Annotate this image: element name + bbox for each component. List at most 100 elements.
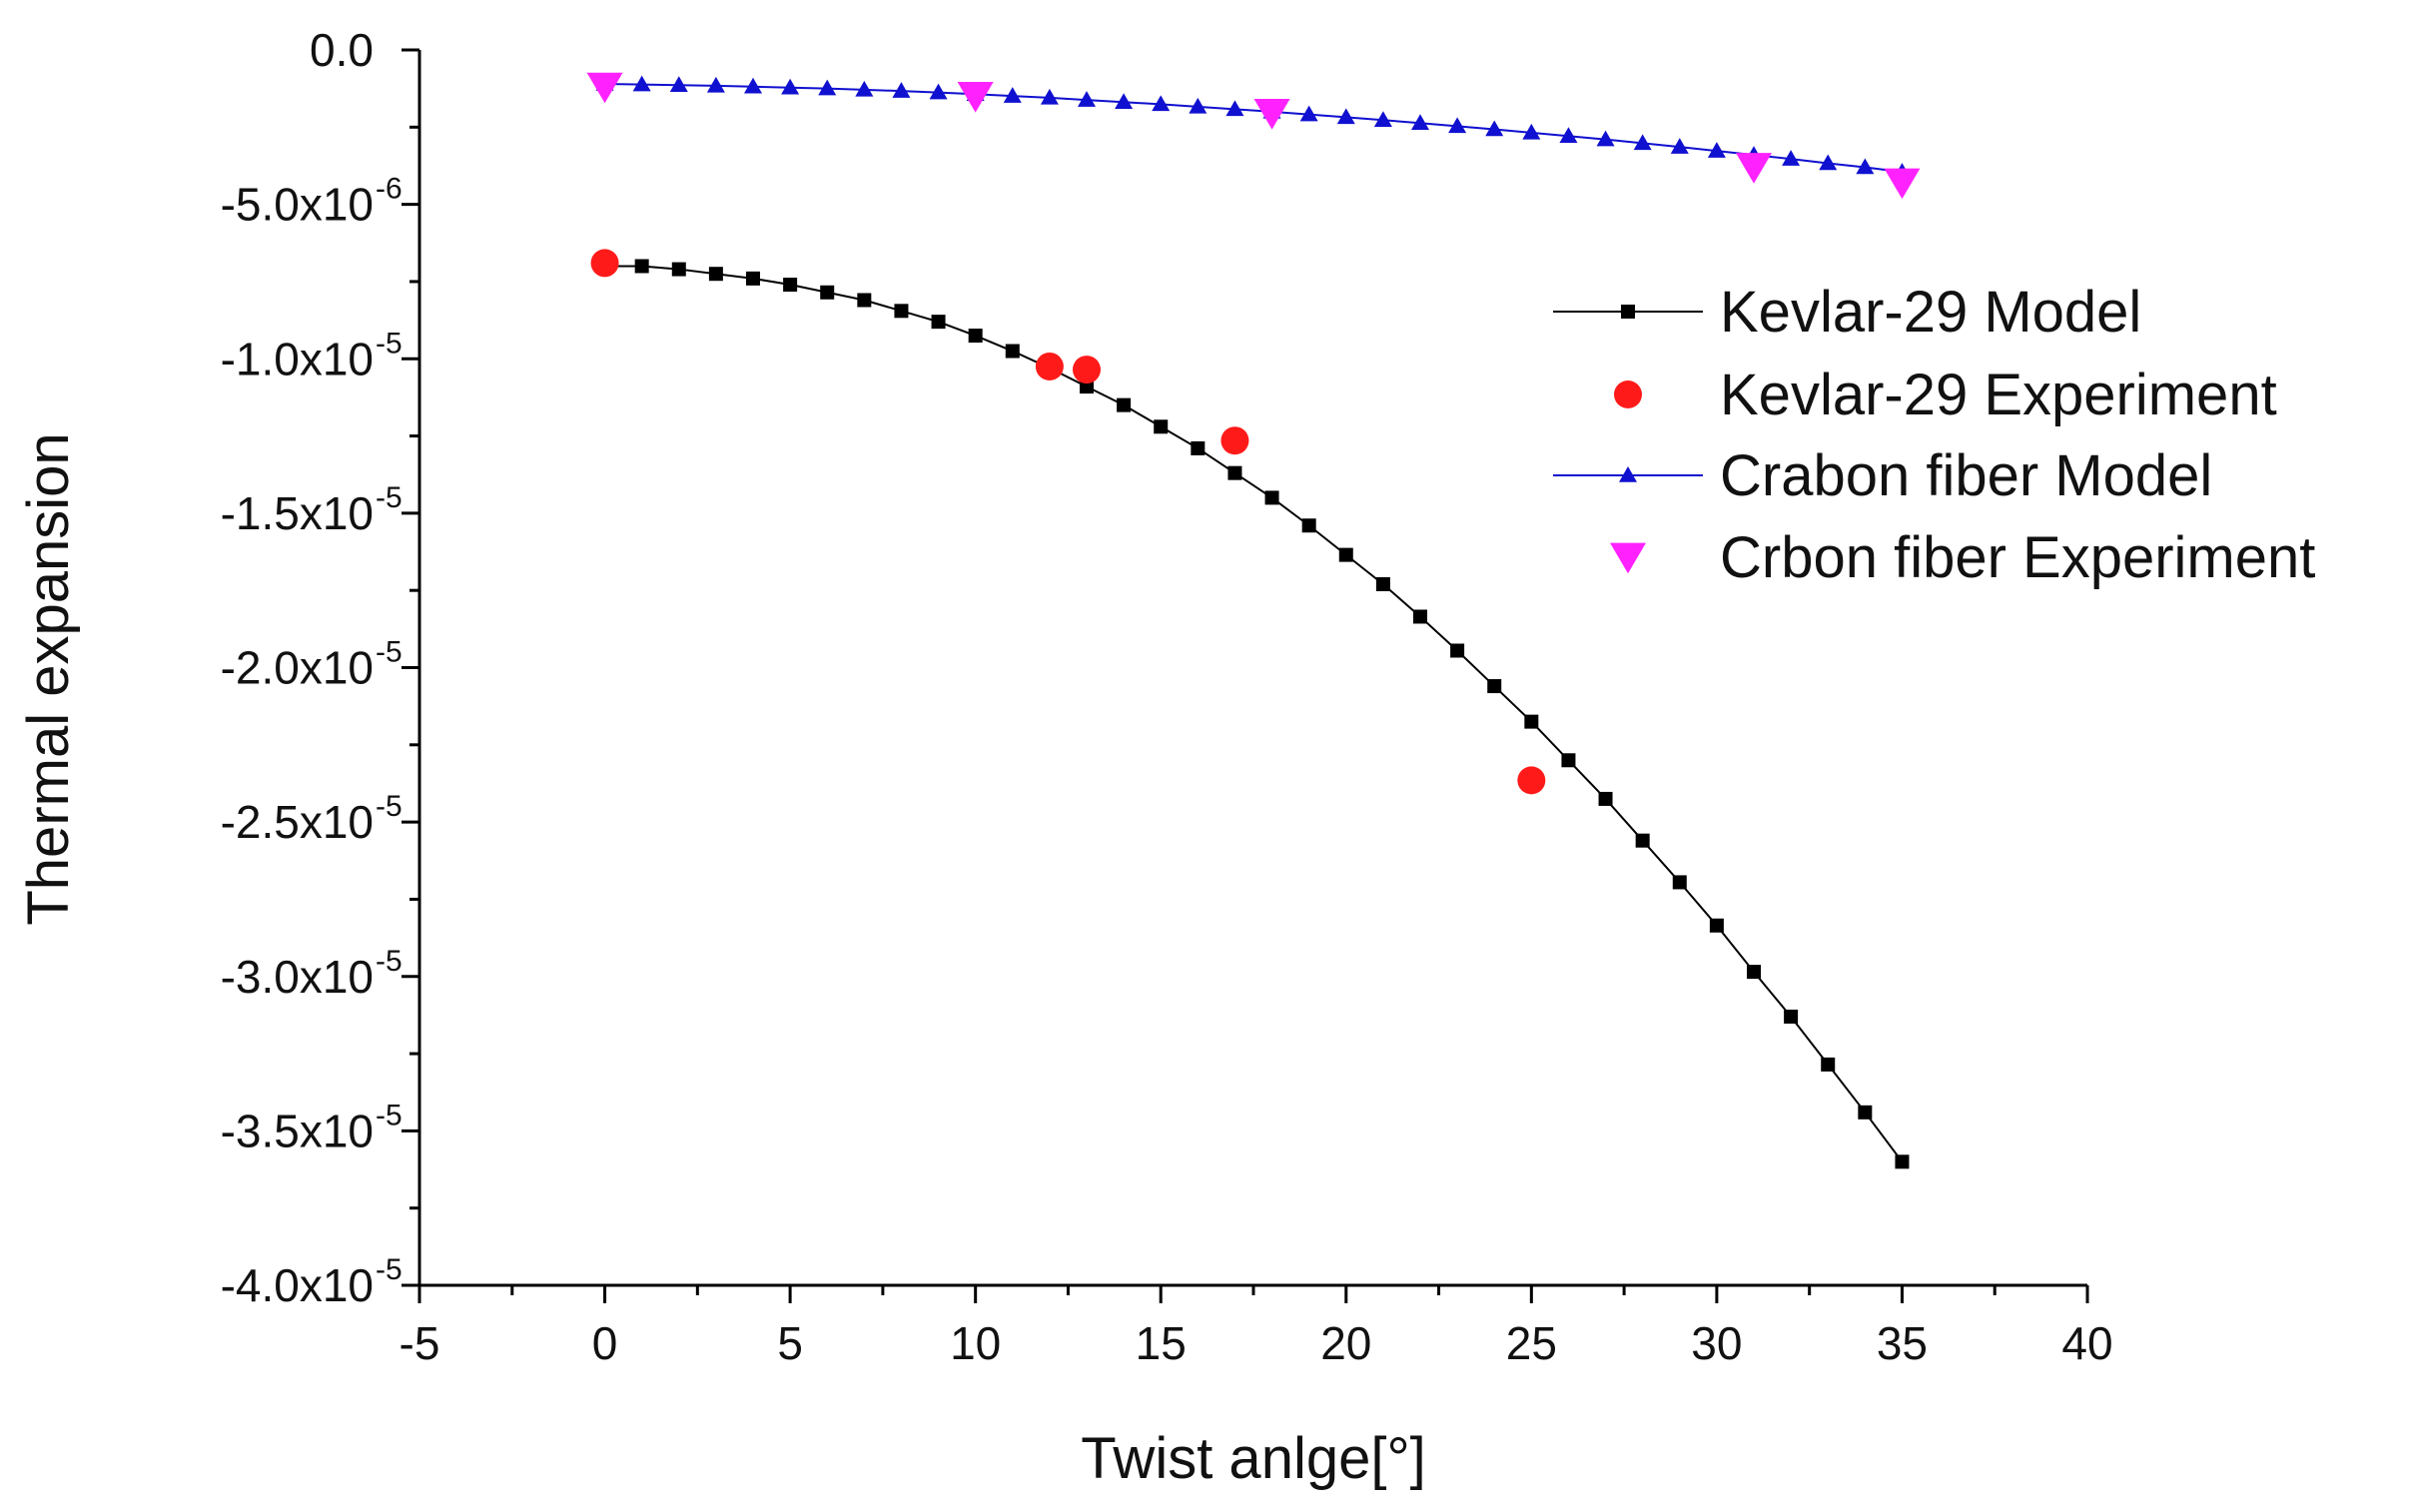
x-tick-label: -5 — [400, 1317, 440, 1369]
data-point — [1301, 518, 1316, 533]
legend-marker — [1610, 542, 1646, 574]
y-tick-exponent: -5 — [376, 790, 402, 823]
data-point — [1517, 766, 1546, 795]
x-tick-label: 35 — [1877, 1317, 1928, 1369]
data-point — [783, 278, 798, 293]
data-point — [1709, 918, 1724, 933]
series-layer — [586, 72, 1921, 1169]
data-point — [1856, 158, 1875, 175]
y-tick-label: -2.5x10 — [221, 796, 374, 848]
data-point — [1524, 714, 1539, 729]
data-point — [1598, 791, 1613, 806]
y-tick-exponent: -5 — [376, 1253, 402, 1286]
data-point — [746, 271, 760, 286]
data-point — [855, 80, 874, 97]
data-point — [931, 315, 946, 330]
data-point — [1191, 440, 1205, 455]
data-point — [1670, 138, 1689, 154]
series-4 — [586, 72, 1921, 200]
data-point — [669, 76, 688, 93]
data-point — [1035, 352, 1064, 380]
data-point — [1895, 1154, 1910, 1169]
data-point — [590, 249, 619, 278]
data-point — [1078, 91, 1096, 107]
y-tick-label: -5.0x10 — [221, 179, 374, 231]
data-point — [632, 75, 651, 92]
legend-marker — [1614, 380, 1642, 408]
legend-label: Crabon fiber Model — [1720, 443, 2212, 508]
data-point — [957, 81, 994, 113]
data-point — [1373, 111, 1392, 127]
data-point — [1005, 344, 1020, 359]
legend: Kevlar-29 Model Kevlar-29 Experiment Crabo… — [1553, 280, 2315, 590]
data-point — [1189, 97, 1207, 114]
data-point — [1336, 108, 1355, 125]
y-tick-exponent: -5 — [376, 945, 402, 978]
series-1 — [597, 259, 1910, 1169]
data-point — [1561, 753, 1576, 768]
data-point — [1784, 1009, 1799, 1024]
legend-marker — [1619, 466, 1637, 482]
data-point — [1522, 123, 1541, 140]
data-point — [1747, 965, 1761, 980]
x-axis-title: Twist anlge[°] — [1081, 1426, 1426, 1491]
data-point — [706, 76, 725, 93]
data-point — [1559, 127, 1578, 144]
series-3 — [595, 75, 1912, 179]
series-line — [604, 83, 1903, 174]
data-point — [1487, 679, 1502, 694]
x-tick-label: 40 — [2061, 1317, 2112, 1369]
y-tick-label: -3.0x10 — [221, 951, 374, 1003]
data-point — [1225, 100, 1244, 117]
data-point — [1884, 168, 1921, 200]
data-point — [634, 259, 649, 274]
x-tick-label: 0 — [592, 1317, 618, 1369]
data-point — [818, 79, 837, 96]
data-point — [1413, 609, 1427, 624]
x-ticks: -5 0 5 10 15 20 25 30 35 40 — [400, 1285, 2113, 1369]
data-point — [1003, 87, 1022, 103]
y-tick-label: -3.5x10 — [221, 1105, 374, 1156]
series-2 — [590, 249, 1546, 795]
data-point — [1152, 95, 1171, 112]
x-tick-label: 30 — [1691, 1317, 1742, 1369]
data-point — [1672, 875, 1687, 890]
x-tick-label: 25 — [1506, 1317, 1557, 1369]
y-tick-label: 0.0 — [310, 24, 374, 76]
data-point — [1819, 154, 1838, 171]
data-point — [744, 77, 762, 94]
data-point — [892, 82, 911, 98]
legend-label: Kevlar-29 Experiment — [1720, 363, 2277, 427]
y-ticks: 0.0-5.0x10 -6-1.0x10 -5-1.5x10 -5-2.0x10 -5-… — [221, 24, 419, 1311]
x-tick-label: 15 — [1136, 1317, 1187, 1369]
data-point — [1411, 114, 1429, 131]
data-point — [968, 329, 983, 344]
data-point — [1253, 98, 1290, 130]
y-tick-label: -2.0x10 — [221, 642, 374, 694]
data-point — [1220, 426, 1249, 455]
data-point — [1450, 643, 1465, 658]
data-point — [1073, 356, 1101, 384]
data-point — [671, 262, 686, 277]
data-point — [857, 293, 872, 308]
legend-label: Kevlar-29 Model — [1720, 280, 2141, 345]
data-point — [820, 285, 835, 300]
y-tick-exponent: -6 — [376, 173, 402, 206]
x-tick-label: 10 — [950, 1317, 1001, 1369]
y-tick-exponent: -5 — [376, 481, 402, 514]
data-point — [1448, 117, 1467, 134]
data-point — [1635, 833, 1650, 848]
data-point — [1338, 547, 1353, 562]
x-tick-label: 20 — [1320, 1317, 1371, 1369]
data-point — [1375, 577, 1390, 592]
data-point — [1633, 134, 1652, 151]
legend-label: Crbon fiber Experiment — [1720, 525, 2315, 590]
y-tick-exponent: -5 — [376, 636, 402, 669]
data-point — [708, 267, 723, 282]
data-point — [1227, 465, 1242, 480]
y-tick-label: -1.5x10 — [221, 487, 374, 539]
y-axis-title: Thermal expansion — [16, 432, 81, 925]
data-point — [1117, 397, 1132, 412]
plot-area — [417, 50, 2087, 1287]
